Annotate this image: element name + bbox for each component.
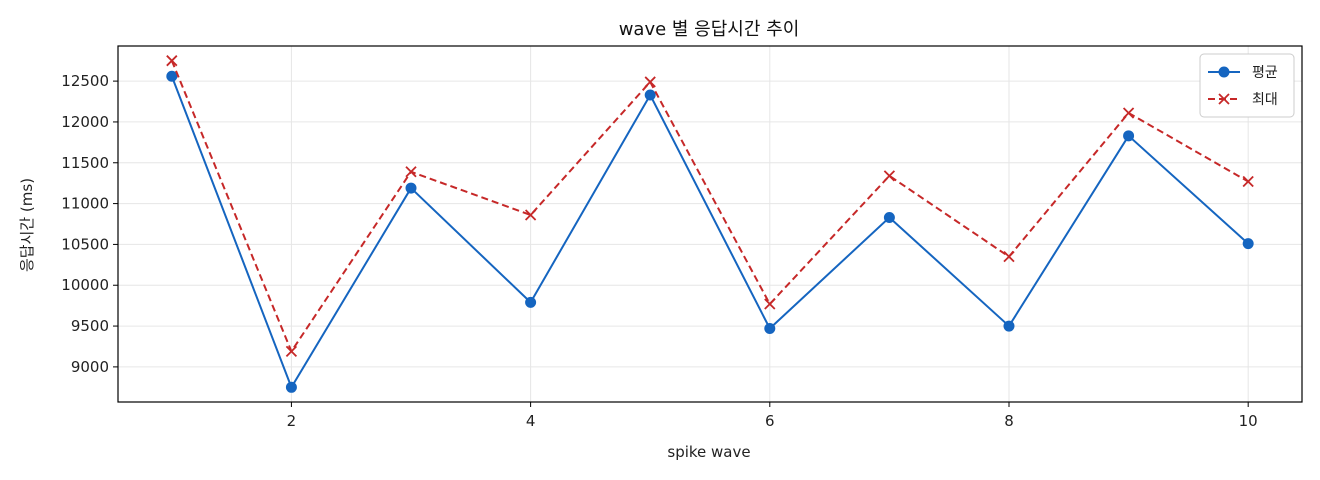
- data-point: [1003, 320, 1015, 332]
- x-tick-label: 10: [1239, 412, 1258, 430]
- y-tick-label: 11500: [61, 154, 109, 172]
- y-tick-label: 12500: [61, 72, 109, 90]
- x-tick-label: 6: [765, 412, 775, 430]
- marker-stroke: [1242, 175, 1254, 188]
- data-point: [166, 70, 178, 82]
- data-point: [644, 76, 656, 88]
- series-line: [170, 75, 1249, 389]
- y-axis-title: 응답시간 (ms): [18, 178, 36, 272]
- series-group: [166, 55, 1254, 393]
- x-tick-label: 4: [526, 412, 536, 430]
- grid: [118, 46, 1302, 402]
- y-tick-label: 11000: [61, 195, 109, 213]
- x-axis-title: spike wave: [667, 443, 750, 461]
- data-point: [166, 55, 178, 67]
- data-point: [525, 296, 537, 308]
- data-point: [1242, 238, 1254, 250]
- y-tick-label: 9000: [71, 358, 109, 376]
- marker-stroke: [285, 345, 298, 358]
- series-2: [166, 55, 1254, 358]
- data-point: [883, 211, 895, 223]
- marker-stroke: [1003, 251, 1015, 263]
- data-point: [764, 298, 776, 310]
- chart-title: wave 별 응답시간 추이: [619, 19, 800, 40]
- data-point: [1122, 107, 1135, 119]
- axis-ticks: 2 4 6 8 10 9000 9500 10000 10500 11000 11500 12000 1…: [61, 72, 1257, 430]
- data-point: [883, 170, 896, 182]
- x-tick-label: 2: [287, 412, 297, 430]
- legend-marker: [1218, 66, 1230, 78]
- x-tick-label: 8: [1004, 412, 1014, 430]
- legend-box: [1199, 53, 1295, 118]
- marker-stroke: [524, 209, 537, 221]
- data-point: [524, 209, 537, 221]
- marker-stroke: [1122, 107, 1135, 119]
- y-tick-label: 9500: [71, 317, 109, 335]
- marker-stroke: [405, 166, 417, 178]
- data-point: [644, 89, 656, 101]
- data-point: [405, 166, 417, 178]
- data-point: [764, 323, 776, 335]
- data-point: [285, 381, 297, 393]
- data-point: [285, 345, 298, 358]
- data-point: [1123, 130, 1135, 142]
- marker-stroke: [166, 55, 178, 67]
- legend-item: 최대: [1208, 92, 1278, 108]
- data-point: [405, 182, 417, 194]
- data-point: [1242, 175, 1254, 188]
- legend-item: 평균: [1208, 65, 1278, 81]
- series-line: [170, 60, 1249, 353]
- marker-stroke: [883, 170, 896, 182]
- data-point: [1003, 251, 1015, 263]
- marker-stroke: [764, 298, 776, 310]
- legend-label: 최대: [1252, 92, 1278, 108]
- legend-label: 평균: [1252, 65, 1278, 81]
- legend-marker: [1218, 93, 1230, 105]
- y-tick-label: 12000: [61, 113, 109, 131]
- plot-frame: [117, 45, 1303, 403]
- series-1: [166, 70, 1254, 393]
- marker-stroke: [1218, 93, 1230, 105]
- y-tick-label: 10000: [61, 276, 109, 294]
- marker-stroke: [644, 76, 656, 88]
- y-tick-label: 10500: [61, 235, 109, 253]
